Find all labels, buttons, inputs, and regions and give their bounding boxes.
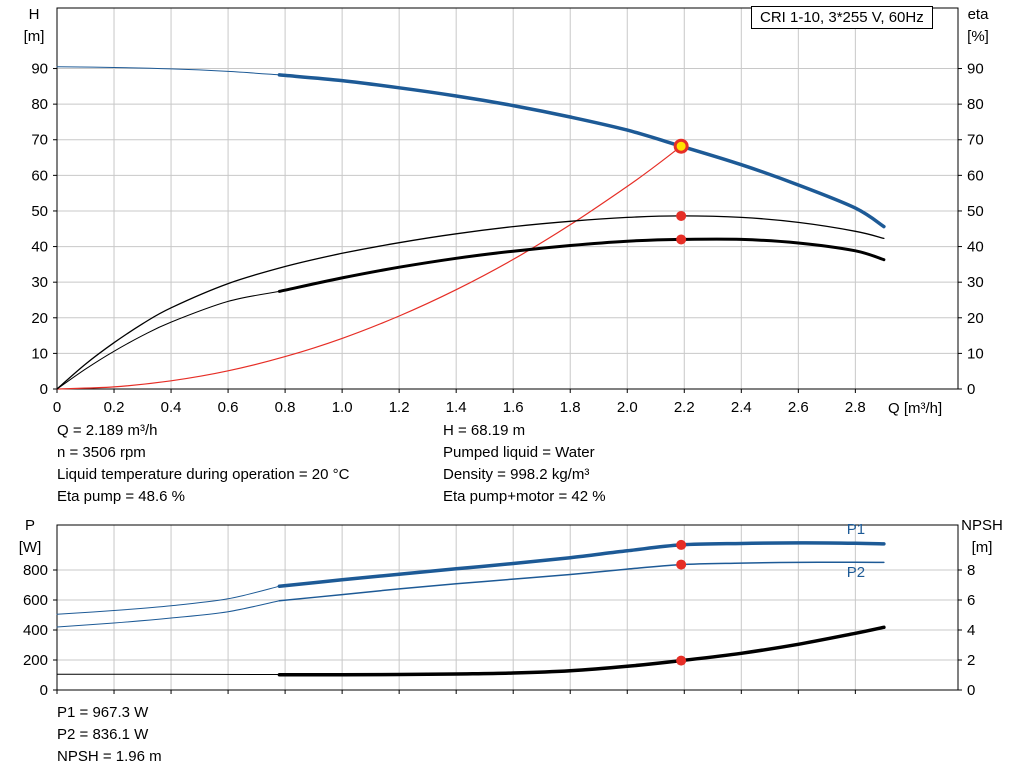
x-tick-label: 1.0 [332,399,353,416]
result-summary-right: H = 68.19 m Pumped liquid = Water Densit… [443,420,606,508]
y-tick-label-left: 40 [31,239,48,256]
flow-value: Q = 2.189 m³/h [57,422,158,439]
x-tick-label: 2.0 [617,399,638,416]
y-tick-label-right: 6 [967,592,975,609]
head-value: H = 68.19 m [443,422,526,439]
result-summary-left: Q = 2.189 m³/h n = 3506 rpm Liquid tempe… [57,420,349,508]
x-tick-label: 0.2 [104,399,125,416]
x-tick-label: 2.2 [674,399,695,416]
y-tick-label-left: 200 [23,652,48,669]
system-curve [56,145,682,390]
y-tick-label-right: 10 [967,345,984,362]
y-tick-label-right: 40 [967,239,984,256]
p-axis-label: P [W] [18,517,42,556]
x-tick-label: 1.4 [446,399,467,416]
y-tick-label-left: 0 [40,682,48,699]
liquid-temperature-value: Liquid temperature during operation = 20… [57,466,350,483]
x-tick-label: 2.4 [731,399,752,416]
y-tick-label-left: 30 [31,274,48,291]
pumped-liquid-value: Pumped liquid = Water [443,444,595,461]
eta-pump-motor-value: Eta pump+motor = 42 % [443,488,606,505]
y-tick-label-left: 600 [23,592,48,609]
y-tick-label-right: 4 [967,622,975,639]
p2-value: P2 = 836.1 W [57,726,149,743]
duty-point[interactable] [673,138,689,154]
y-tick-label-right: 2 [967,652,975,669]
y-tick-label-left: 10 [31,345,48,362]
y-tick-label-left: 70 [31,132,48,149]
p1-curve-lead [56,585,280,615]
y-tick-label-right: 60 [967,167,984,184]
plot-frame [56,524,959,691]
npsh-axis-label: NPSH [m] [961,517,1003,556]
h-axis-label: H [m] [23,6,45,45]
y-tick-label-left: 50 [31,203,48,220]
eta-pump-curve [56,215,885,390]
y-tick-label-right: 50 [967,203,984,220]
x-tick-label: 0.4 [161,399,182,416]
y-tick-label-right: 30 [967,274,984,291]
y-tick-label-right: 70 [967,132,984,149]
y-tick-label-left: 800 [23,562,48,579]
y-tick-label-right: 80 [967,96,984,113]
x-tick-label: 1.6 [503,399,524,416]
eta-axis-label: eta [%] [967,6,989,45]
x-tick-label: 2.8 [845,399,866,416]
npsh-value: NPSH = 1.96 m [57,748,162,765]
npsh-curve [277,625,886,677]
eta-pump-duty-dot [676,210,687,221]
pump-title-box: CRI 1-10, 3*255 V, 60Hz [751,6,933,29]
eta-pump-motor-lead [56,290,280,390]
p1-curve [277,541,886,588]
density-value: Density = 998.2 kg/m³ [443,466,590,483]
y-tick-label-right: 0 [967,381,975,398]
qh-eta-chart: 0 0.2 0.4 0.6 0.8 1.0 1.2 1.4 1.6 1.8 2.0 2.2 2.4 2.6… [31,7,984,416]
h-curve-lead [56,66,280,76]
power-npsh-chart: 0 200 400 600 800 0 2 4 6 8 P1 P2 [23,521,975,699]
y-tick-label-right: 20 [967,310,984,327]
eta-pump-motor-duty-dot [676,234,687,245]
p1-duty-dot [676,539,687,550]
x-tick-label: 0.8 [275,399,296,416]
y-tick-label-left: 400 [23,622,48,639]
p2-curve [278,561,885,602]
p1-value: P1 = 967.3 W [57,704,149,721]
h-curve [277,73,886,229]
x-tick-label: 0.6 [218,399,239,416]
q-axis-label: Q [m³/h] [888,400,943,417]
result-summary-bottom: P1 = 967.3 W P2 = 836.1 W NPSH = 1.96 m [57,702,162,768]
y-tick-label-left: 0 [40,381,48,398]
y-tick-label-left: 90 [31,61,48,78]
p1-curve-label: P1 [847,521,865,538]
x-tick-label: 1.8 [560,399,581,416]
x-tick-label: 0 [53,399,61,416]
p2-curve-label: P2 [847,564,865,581]
y-tick-label-right: 0 [967,682,975,699]
y-tick-label-right: 90 [967,61,984,78]
x-tick-label: 2.6 [788,399,809,416]
eta-pump-motor-curve [277,237,886,293]
y-tick-label-left: 60 [31,167,48,184]
y-tick-label-left: 20 [31,310,48,327]
p2-curve-lead [56,600,280,628]
p2-duty-dot [676,559,687,570]
speed-value: n = 3506 rpm [57,444,146,461]
y-tick-label-right: 8 [967,562,975,579]
npsh-duty-dot [676,655,687,666]
x-tick-label: 1.2 [389,399,410,416]
eta-pump-value: Eta pump = 48.6 % [57,488,185,505]
y-tick-label-left: 80 [31,96,48,113]
plot-frame [56,7,959,390]
